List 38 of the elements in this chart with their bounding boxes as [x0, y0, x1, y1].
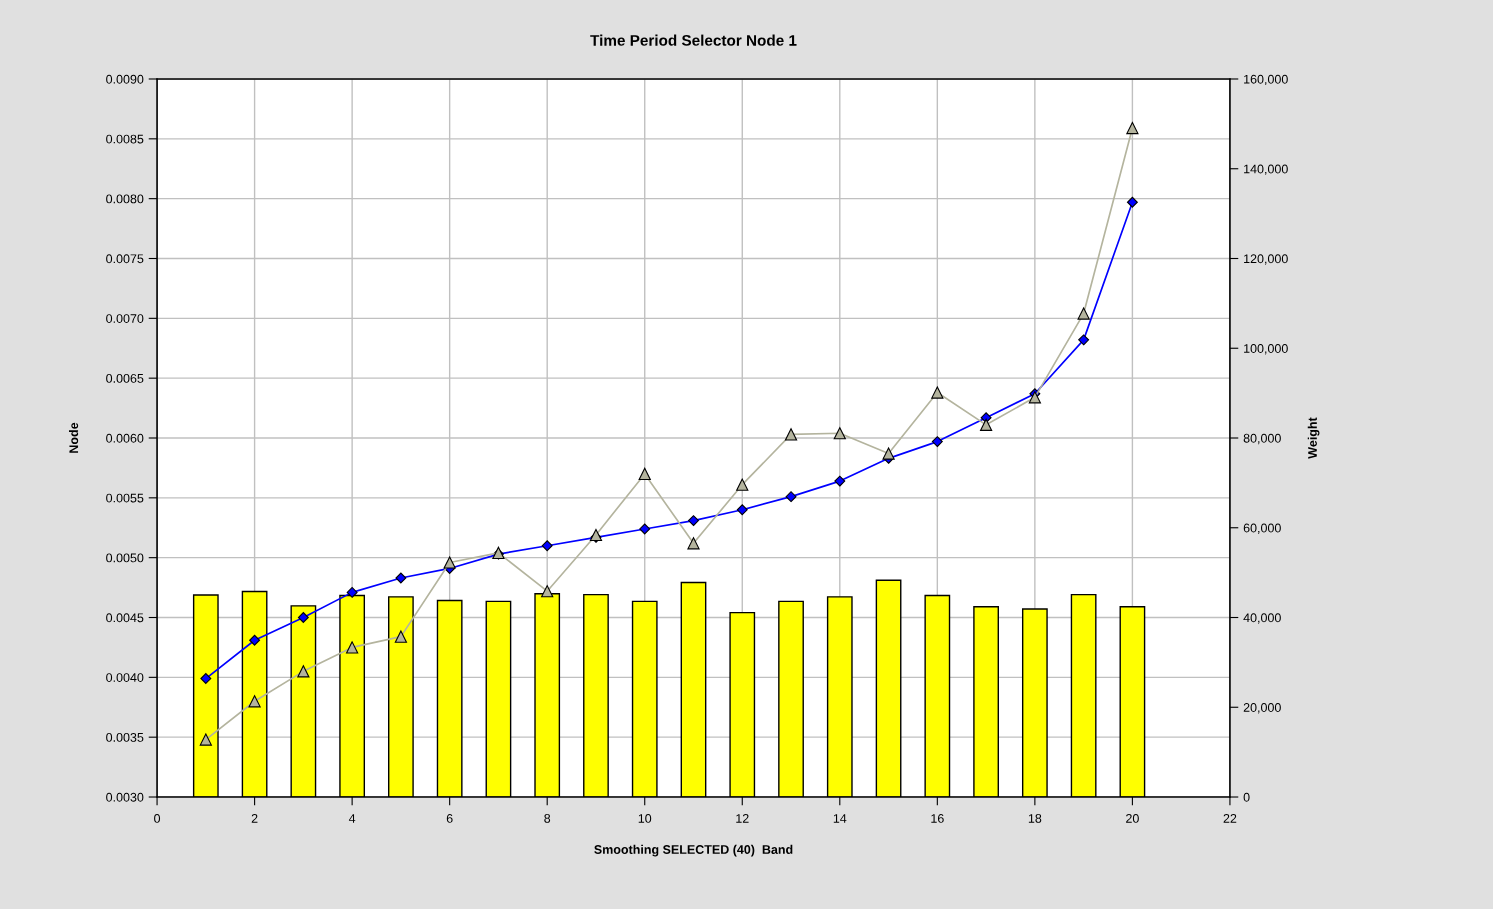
x-tick-label: 12: [736, 814, 749, 823]
y2-tick-label: 20,000: [1243, 703, 1281, 714]
y-tick-label: 0.0080: [106, 194, 144, 204]
y2-tick-label: 160,000: [1244, 74, 1288, 86]
y-tick-label: 0.0055: [106, 493, 144, 503]
chart-title: Time Period Selector Node 1: [590, 34, 797, 46]
x-tick-label: 8: [544, 814, 551, 823]
y-axis-title: Node: [68, 422, 79, 453]
x-tick-label: 6: [446, 814, 453, 823]
x-tick-label: 20: [1126, 814, 1139, 823]
x-tick-label: 16: [931, 814, 944, 823]
y-tick-label: 0.0030: [106, 792, 144, 802]
y-tick-label: 0.0065: [106, 373, 144, 383]
x-tick-label: 10: [638, 814, 652, 823]
x-tick-label: 14: [833, 814, 847, 823]
x-tick-label: 22: [1223, 814, 1237, 823]
x-tick-label: 4: [348, 814, 356, 823]
x-tick-label: 18: [1028, 814, 1042, 823]
y-tick-label: 0.0085: [106, 134, 144, 144]
y2-tick-label: 100,000: [1244, 344, 1288, 355]
y-tick-label: 0.0040: [106, 673, 144, 682]
y2-axis-title: Weight: [1307, 417, 1320, 459]
x-tick-label: 2: [251, 814, 258, 823]
y2-tick-label: 0: [1243, 792, 1250, 802]
y-tick-label: 0.0060: [106, 433, 144, 443]
y2-tick-label: 60,000: [1243, 523, 1281, 534]
y2-tick-label: 140,000: [1244, 164, 1288, 175]
y-tick-label: 0.0075: [106, 254, 144, 264]
y-tick-label: 0.0070: [106, 314, 144, 323]
y2-tick-label: 80,000: [1243, 433, 1281, 445]
y-tick-label: 0.0035: [106, 732, 144, 742]
y2-tick-label: 120,000: [1244, 254, 1288, 265]
x-tick-label: 0: [154, 814, 161, 823]
y-tick-label: 0.0050: [106, 553, 144, 563]
y2-tick-label: 40,000: [1243, 613, 1281, 624]
x-axis-title: Smoothing SELECTED (40) Band: [594, 844, 793, 857]
y-tick-label: 0.0045: [106, 613, 144, 623]
y-tick-label: 0.0090: [106, 74, 144, 84]
